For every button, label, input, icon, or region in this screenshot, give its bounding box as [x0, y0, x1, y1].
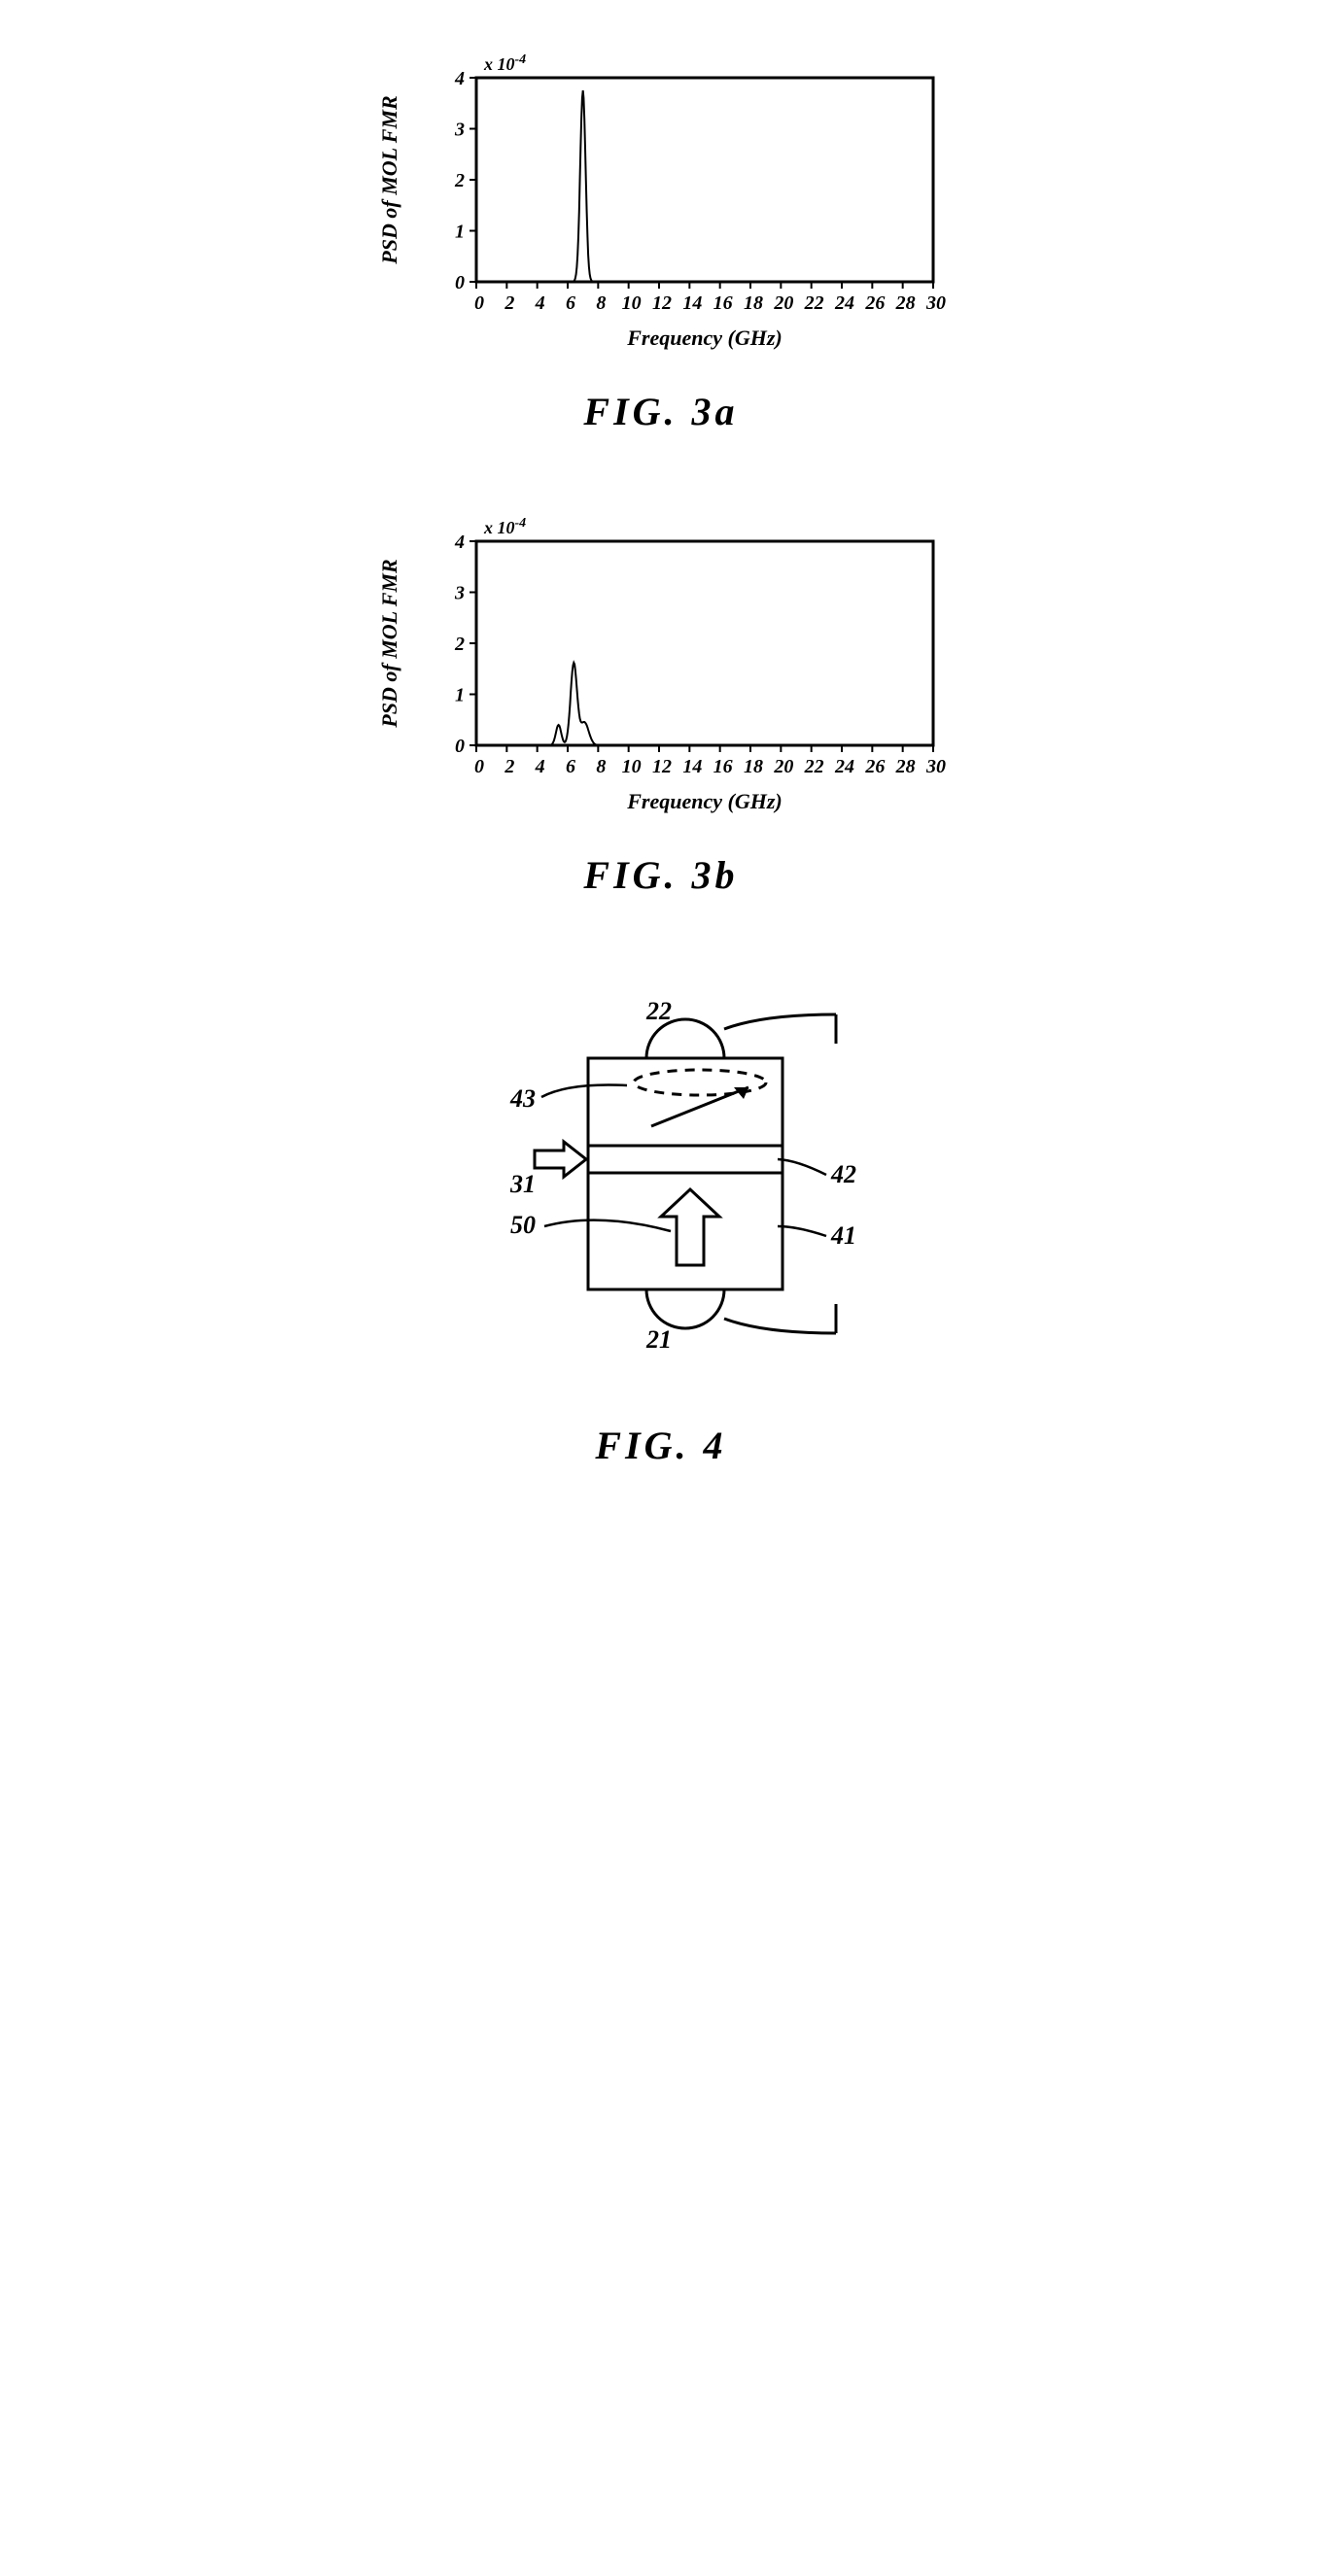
- svg-text:4: 4: [454, 532, 465, 553]
- svg-text:PSD of MOL FMR: PSD of MOL FMR: [377, 559, 401, 728]
- figure-3b: 01234024681012141618202224262830x 10-4PS…: [301, 502, 1021, 898]
- svg-text:20: 20: [773, 292, 793, 314]
- svg-text:16: 16: [713, 756, 733, 777]
- svg-text:x 10-4: x 10-4: [483, 516, 526, 538]
- svg-text:2: 2: [504, 756, 514, 777]
- svg-text:0: 0: [455, 272, 465, 293]
- svg-text:Frequency (GHz): Frequency (GHz): [626, 789, 782, 813]
- svg-text:0: 0: [474, 292, 484, 314]
- svg-text:18: 18: [744, 292, 763, 314]
- svg-text:14: 14: [682, 292, 702, 314]
- svg-text:6: 6: [566, 292, 575, 314]
- svg-text:0: 0: [474, 756, 484, 777]
- svg-text:2: 2: [454, 634, 465, 655]
- svg-text:14: 14: [682, 756, 702, 777]
- svg-text:10: 10: [622, 756, 642, 777]
- svg-text:50: 50: [510, 1211, 536, 1239]
- svg-text:41: 41: [830, 1221, 856, 1250]
- svg-text:4: 4: [454, 68, 465, 89]
- svg-text:42: 42: [830, 1160, 856, 1188]
- svg-text:20: 20: [773, 756, 793, 777]
- chart-3b: 01234024681012141618202224262830x 10-4PS…: [369, 502, 953, 823]
- figure-4: 22 21 43 42 41 31 50 FIG. 4: [301, 966, 1021, 1468]
- svg-text:x 10-4: x 10-4: [483, 52, 526, 75]
- svg-text:24: 24: [834, 292, 854, 314]
- svg-text:30: 30: [925, 292, 946, 314]
- svg-text:31: 31: [509, 1170, 536, 1198]
- svg-text:1: 1: [455, 685, 465, 706]
- svg-text:3: 3: [454, 120, 465, 141]
- svg-text:16: 16: [713, 292, 733, 314]
- svg-text:26: 26: [864, 756, 885, 777]
- svg-text:2: 2: [504, 292, 514, 314]
- svg-text:28: 28: [895, 292, 916, 314]
- svg-text:6: 6: [566, 756, 575, 777]
- svg-text:4: 4: [535, 756, 545, 777]
- svg-text:2: 2: [454, 170, 465, 191]
- svg-text:22: 22: [804, 756, 824, 777]
- svg-text:8: 8: [596, 756, 606, 777]
- svg-text:0: 0: [455, 736, 465, 757]
- svg-text:24: 24: [834, 756, 854, 777]
- chart-3a: 01234024681012141618202224262830x 10-4PS…: [369, 39, 953, 360]
- svg-text:8: 8: [596, 292, 606, 314]
- svg-text:22: 22: [804, 292, 824, 314]
- caption-4: FIG. 4: [301, 1423, 1021, 1468]
- svg-text:22: 22: [645, 997, 672, 1025]
- figure-3a: 01234024681012141618202224262830x 10-4PS…: [301, 39, 1021, 434]
- svg-text:43: 43: [509, 1084, 536, 1113]
- svg-text:1: 1: [455, 222, 465, 243]
- svg-text:18: 18: [744, 756, 763, 777]
- svg-text:28: 28: [895, 756, 916, 777]
- svg-text:PSD of MOL FMR: PSD of MOL FMR: [377, 95, 401, 264]
- svg-text:21: 21: [645, 1325, 672, 1354]
- svg-text:12: 12: [652, 756, 672, 777]
- svg-text:4: 4: [535, 292, 545, 314]
- svg-text:3: 3: [454, 583, 465, 604]
- svg-text:12: 12: [652, 292, 672, 314]
- caption-3a: FIG. 3a: [301, 389, 1021, 434]
- diagram-4: 22 21 43 42 41 31 50: [457, 966, 865, 1393]
- svg-text:26: 26: [864, 292, 885, 314]
- svg-text:30: 30: [925, 756, 946, 777]
- caption-3b: FIG. 3b: [301, 852, 1021, 898]
- svg-text:Frequency (GHz): Frequency (GHz): [626, 326, 782, 350]
- svg-text:10: 10: [622, 292, 642, 314]
